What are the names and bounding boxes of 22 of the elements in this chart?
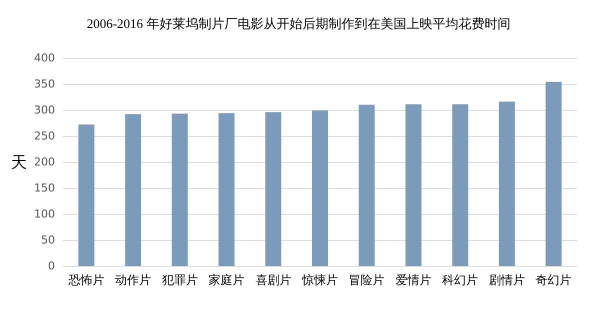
x-tick-label: 爱情片 [395,273,432,287]
x-tick-label: 喜剧片 [255,273,292,287]
x-tick-label: 奇幻片 [536,273,572,287]
y-tick-label: 50 [41,234,55,246]
chart-title: 2006-2016 年好莱坞制片厂电影从开始后期制作到在美国上映平均花费时间 [86,16,510,31]
y-tick-label: 200 [34,156,55,168]
y-tick-label: 150 [34,182,55,194]
x-tick-label: 科幻片 [442,273,478,287]
y-tick-label: 250 [34,130,55,142]
y-tick-label: 350 [34,78,55,90]
x-tick-label: 犯罪片 [162,273,198,287]
y-tick-label: 400 [34,52,55,64]
y-tick-label: 300 [34,104,55,116]
y-tick-label: 0 [48,260,55,272]
x-tick-label: 动作片 [115,273,152,287]
y-axis-title: 天 [11,152,27,172]
x-tick-label: 惊悚片 [301,273,338,287]
y-tick-label: 100 [34,208,55,220]
x-tick-label: 剧情片 [488,273,525,287]
x-tick-label: 恐怖片 [67,273,104,287]
x-tick-label: 家庭片 [208,273,245,287]
x-tick-label: 冒险片 [348,273,385,287]
